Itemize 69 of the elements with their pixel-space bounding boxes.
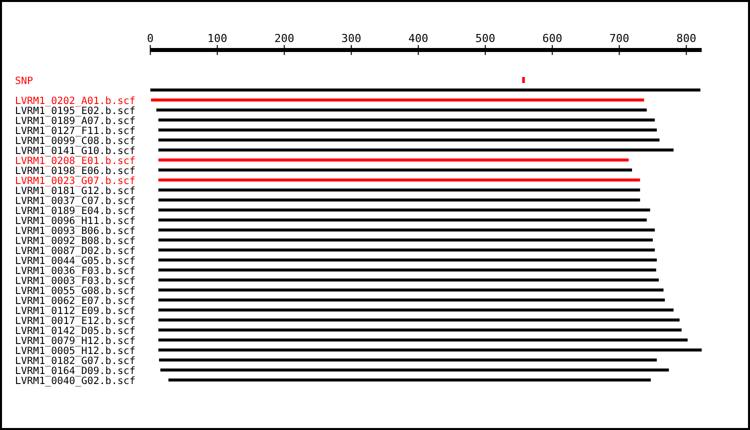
x-tick-label: 200 (274, 32, 294, 45)
bar (158, 258, 657, 262)
y-tick-label: LVRM1_0141_G10.b.scf (15, 146, 136, 157)
bar (158, 128, 657, 132)
bar (158, 158, 629, 162)
bar (156, 108, 647, 112)
x-tick-label: 100 (207, 32, 228, 45)
y-tick-label: LVRM1_0005_H12.b.scf (15, 346, 136, 357)
y-tick-label: LVRM1_0037_C07.b.scf (15, 196, 136, 207)
bar (158, 118, 655, 122)
bar (158, 348, 702, 352)
y-tick-label: LVRM1_0044_G05.b.scf (15, 256, 136, 267)
bar (150, 98, 644, 102)
y-tick-label: LVRM1_0017_E12.b.scf (15, 316, 136, 327)
bar (158, 218, 647, 222)
bar (158, 268, 656, 272)
bar (168, 378, 651, 382)
y-tick-label: LVRM1_0099_C08.b.scf (15, 136, 136, 147)
bar (158, 308, 674, 312)
y-tick-label: LVRM1_0055_G08.b.scf (15, 286, 136, 297)
bar (158, 318, 680, 322)
y-tick-label: LVRM1_0096_H11.b.scf (15, 216, 136, 227)
y-tick-label: LVRM1_0062_E07.b.scf (15, 296, 136, 307)
bar (158, 238, 653, 242)
bar (150, 88, 700, 92)
y-tick-label: LVRM1_0164_D09.b.scf (15, 366, 136, 377)
bar (158, 228, 655, 232)
bar (158, 208, 650, 212)
y-tick-label: LVRM1_0195_E02.b.scf (15, 106, 136, 117)
y-tick-label: LVRM1_0040_G02.b.scf (15, 376, 136, 387)
x-tick-label: 400 (408, 32, 428, 45)
bar (158, 188, 640, 192)
y-tick-label: LVRM1_0112_E09.b.scf (15, 306, 136, 317)
bar (158, 298, 665, 302)
bar (158, 338, 688, 342)
y-tick-label: LVRM1_0003_F03.b.scf (15, 276, 136, 287)
y-tick-label: LVRM1_0198_E06.b.scf (15, 166, 136, 177)
x-tick-label: 800 (676, 32, 696, 45)
y-tick-label: LVRM1_0079_H12.b.scf (15, 336, 136, 347)
y-tick-label: LVRM1_0036_F03.b.scf (15, 266, 136, 277)
y-tick-label: LVRM1_0142_D05.b.scf (15, 326, 136, 337)
bar (158, 148, 674, 152)
y-tick-label: LVRM1_0189_E04.b.scf (15, 206, 136, 217)
y-tick-label: SNP (15, 76, 34, 87)
bar (158, 248, 655, 252)
y-tick-label: LVRM1_0181_G12.b.scf (15, 186, 136, 197)
bar (158, 178, 640, 182)
x-tick-label: 500 (475, 32, 496, 45)
y-tick-label: LVRM1_0093_B06.b.scf (15, 226, 136, 237)
y-tick-label: LVRM1_0202_A01.b.scf (15, 96, 136, 107)
bar (158, 168, 632, 172)
bar (158, 138, 660, 142)
y-tick-label: LVRM1_0127_F11.b.scf (15, 126, 136, 137)
bar (158, 278, 659, 282)
bar (158, 198, 640, 202)
y-tick-label: LVRM1_0023_G07.b.scf (15, 176, 136, 187)
bar (158, 288, 664, 292)
x-tick-label: 0 (146, 32, 154, 45)
x-tick-label: 700 (609, 32, 630, 45)
y-tick-label: LVRM1_0208_E01.b.scf (15, 156, 136, 167)
y-tick-label: LVRM1_0092_B08.b.scf (15, 236, 136, 247)
y-tick-label: LVRM1_0182_G07.b.scf (15, 356, 136, 367)
bar (160, 368, 669, 372)
y-tick-label: LVRM1_0087_D02.b.scf (15, 246, 136, 257)
y-tick-label: LVRM1_0189_A07.b.scf (15, 116, 136, 127)
x-tick-label: 300 (341, 32, 362, 45)
bar (159, 358, 657, 362)
bar (158, 328, 682, 332)
x-tick-label: 600 (542, 32, 562, 45)
